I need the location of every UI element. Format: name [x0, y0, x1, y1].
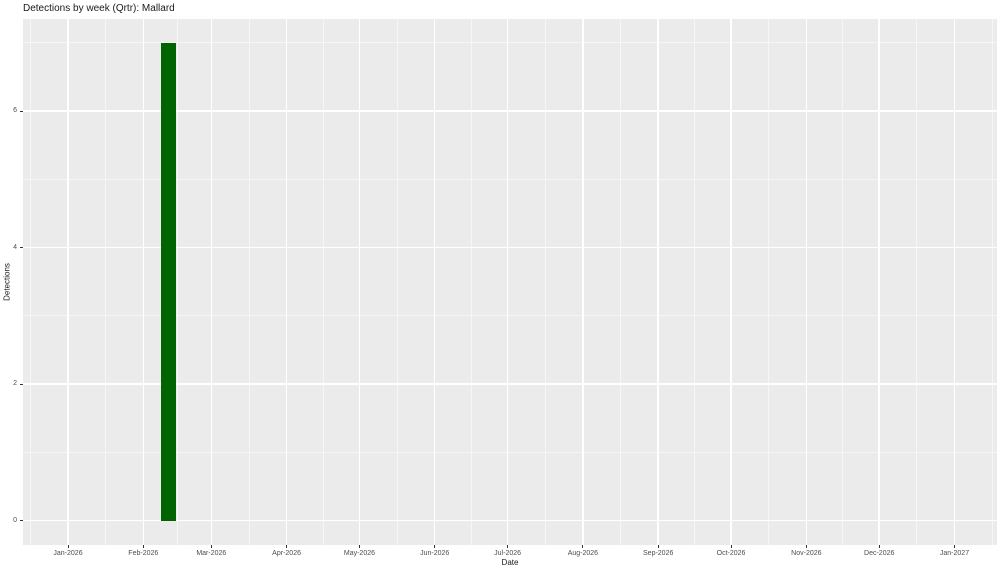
minor-gridline-x [768, 19, 770, 545]
x-tick-label: Dec-2026 [864, 550, 895, 557]
x-tick-mark [67, 545, 69, 548]
minor-gridline-y [23, 178, 997, 180]
x-tick-mark [878, 545, 880, 548]
minor-gridline-x [694, 19, 696, 545]
major-gridline-x [657, 19, 659, 545]
chart-title: Detections by week (Qrtr): Mallard [23, 3, 175, 14]
minor-gridline-x [322, 19, 324, 545]
x-tick-label: Jan-2027 [939, 550, 970, 557]
minor-gridline-x [396, 19, 398, 545]
major-gridline-x [67, 19, 69, 545]
x-tick-label: Mar-2026 [196, 550, 227, 557]
x-tick-mark [805, 545, 807, 548]
major-gridline-y [23, 383, 997, 385]
y-tick-mark [20, 520, 23, 521]
x-tick-label: Oct-2026 [716, 550, 746, 557]
y-tick-label: 2 [13, 380, 17, 387]
major-gridline-x [358, 19, 361, 545]
major-gridline-x [210, 19, 213, 545]
major-gridline-y [23, 110, 997, 112]
minor-gridline-x [620, 19, 621, 545]
major-gridline-x [953, 19, 956, 545]
x-tick-mark [730, 545, 732, 548]
y-tick-label: 4 [13, 243, 17, 251]
x-tick-mark [954, 545, 955, 548]
y-tick-label: 6 [13, 107, 17, 114]
major-gridline-x [878, 19, 880, 545]
minor-gridline-x [544, 19, 546, 545]
major-gridline-x [142, 19, 145, 545]
minor-gridline-x [105, 19, 107, 545]
y-tick-label: 0 [13, 516, 17, 524]
x-tick-mark [434, 545, 436, 548]
bar-mallard [161, 42, 177, 521]
x-tick-label: Jun-2026 [420, 550, 450, 557]
major-gridline-y [23, 519, 997, 522]
minor-gridline-x [991, 19, 993, 545]
minor-gridline-y [23, 42, 997, 44]
major-gridline-x [730, 19, 732, 545]
minor-gridline-x [176, 19, 178, 545]
plot-panel [23, 19, 997, 545]
x-tick-mark [582, 545, 584, 548]
minor-gridline-x [248, 19, 250, 545]
x-tick-mark [507, 545, 509, 548]
major-gridline-x [582, 19, 584, 545]
x-tick-mark [657, 545, 659, 548]
x-tick-label: Sep-2026 [643, 550, 674, 557]
minor-gridline-y [23, 451, 997, 453]
x-tick-label: Aug-2026 [567, 550, 599, 557]
major-gridline-y [23, 246, 997, 249]
y-tick-mark [20, 110, 23, 112]
x-tick-mark [358, 545, 360, 548]
x-tick-mark [286, 545, 288, 548]
x-tick-label: Jul-2026 [494, 550, 522, 557]
major-gridline-x [805, 19, 808, 545]
y-tick-mark [20, 247, 23, 248]
y-axis-title: Detections [2, 263, 12, 301]
minor-gridline-x [470, 19, 472, 545]
minor-gridline-x [916, 19, 918, 545]
x-tick-label: Jan-2026 [53, 550, 83, 557]
minor-gridline-x [29, 19, 31, 545]
x-tick-label: May-2026 [343, 550, 376, 557]
x-axis-title: Date [501, 558, 519, 567]
minor-gridline-x [842, 19, 844, 545]
major-gridline-x [285, 19, 288, 545]
x-tick-label: Apr-2026 [272, 550, 301, 557]
x-tick-mark [210, 545, 212, 548]
minor-gridline-y [23, 315, 997, 317]
x-tick-label: Nov-2026 [791, 550, 822, 557]
x-tick-mark [142, 545, 144, 548]
x-tick-label: Feb-2026 [128, 550, 159, 557]
major-gridline-x [433, 19, 436, 545]
y-tick-mark [20, 383, 23, 385]
major-gridline-x [506, 19, 509, 545]
